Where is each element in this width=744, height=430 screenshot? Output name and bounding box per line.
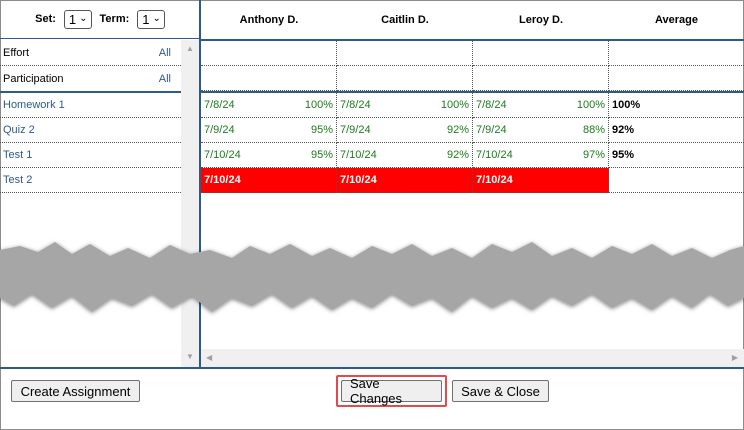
assignment-label: Test 1 — [3, 149, 33, 161]
create-assignment-button[interactable]: Create Assignment — [11, 380, 140, 402]
category-cell[interactable] — [337, 66, 473, 91]
category-cell[interactable] — [473, 66, 609, 91]
left-panel-divider — [199, 0, 201, 368]
category-cell[interactable] — [201, 66, 337, 91]
term-label: Term: — [99, 13, 130, 25]
horizontal-scrollbar[interactable]: ◀ ▶ — [201, 349, 744, 367]
category-all-link[interactable]: All — [158, 46, 171, 59]
category-divider — [0, 91, 744, 93]
category-row-effort: Effort All — [0, 40, 181, 66]
grade-date: 7/8/24 — [476, 99, 507, 111]
grade-percent: 95% — [310, 149, 333, 161]
category-average-cell — [609, 40, 744, 66]
scroll-down-arrow-icon[interactable]: ▼ — [186, 352, 194, 361]
term-value: 1 — [142, 11, 150, 27]
average-cell — [609, 168, 744, 193]
save-changes-button[interactable]: Save Changes — [341, 376, 442, 406]
grade-cell[interactable]: 7/9/24 88% — [473, 118, 609, 143]
column-header-student[interactable]: Anthony D. — [239, 13, 299, 26]
category-row-participation: Participation All — [0, 66, 181, 92]
chevron-down-icon: ⌄ — [79, 13, 88, 24]
column-header-student[interactable]: Caitlin D. — [381, 13, 429, 26]
average-cell: 95% — [609, 143, 744, 168]
grade-percent: 100% — [304, 99, 333, 111]
assignment-link-test-2[interactable]: Test 2 — [0, 168, 181, 193]
grade-cell[interactable]: 7/9/24 92% — [337, 118, 473, 143]
average-value: 100% — [612, 99, 641, 111]
grade-cell-missing[interactable]: 7/10/24 — [473, 168, 609, 193]
category-label: Effort — [3, 46, 30, 59]
grade-percent: 100% — [440, 99, 469, 111]
column-header-student[interactable]: Leroy D. — [518, 13, 563, 26]
grade-date: 7/10/24 — [476, 174, 513, 186]
set-value: 1 — [68, 11, 77, 27]
save-and-close-button[interactable]: Save & Close — [452, 380, 549, 402]
set-label: Set: — [35, 13, 56, 25]
category-all-link[interactable]: All — [158, 72, 171, 85]
term-select[interactable]: 1 ⌄ — [137, 9, 165, 29]
grade-cell[interactable]: 7/8/24 100% — [337, 93, 473, 118]
grade-date: 7/10/24 — [204, 174, 241, 186]
footer-divider — [0, 367, 744, 369]
torn-edge-graphic — [0, 242, 744, 312]
grade-date: 7/10/24 — [340, 174, 377, 186]
grade-date: 7/8/24 — [340, 99, 371, 111]
highlight-box — [336, 375, 447, 407]
grade-cell[interactable]: 7/10/24 97% — [473, 143, 609, 168]
grade-cell-missing[interactable]: 7/10/24 — [337, 168, 473, 193]
grade-cell[interactable]: 7/10/24 92% — [337, 143, 473, 168]
grade-percent: 88% — [582, 124, 605, 136]
grade-percent: 92% — [446, 124, 469, 136]
grade-percent: 95% — [310, 124, 333, 136]
grade-date: 7/10/24 — [340, 149, 377, 161]
average-value: 95% — [612, 149, 635, 161]
category-cell[interactable] — [201, 40, 337, 66]
assignment-link-test-1[interactable]: Test 1 — [0, 143, 181, 168]
category-cell[interactable] — [337, 40, 473, 66]
grade-percent: 92% — [446, 149, 469, 161]
grade-date: 7/9/24 — [204, 124, 235, 136]
header-divider — [201, 39, 744, 41]
assignment-label: Test 2 — [3, 174, 33, 186]
assignment-label: Quiz 2 — [3, 124, 35, 136]
grade-date: 7/9/24 — [476, 124, 507, 136]
grade-date: 7/8/24 — [204, 99, 235, 111]
average-cell: 92% — [609, 118, 744, 143]
grade-percent: 100% — [576, 99, 605, 111]
category-cell[interactable] — [473, 40, 609, 66]
grade-percent: 97% — [582, 149, 605, 161]
grade-cell[interactable]: 7/8/24 100% — [201, 93, 337, 118]
grade-cell[interactable]: 7/10/24 95% — [201, 143, 337, 168]
grade-date: 7/10/24 — [204, 149, 241, 161]
assignment-label: Homework 1 — [3, 99, 65, 111]
scroll-left-arrow-icon[interactable]: ◀ — [206, 353, 213, 362]
assignment-link-homework-1[interactable]: Homework 1 — [0, 93, 181, 118]
chevron-down-icon: ⌄ — [152, 13, 161, 24]
category-average-cell — [609, 66, 744, 91]
assignment-link-quiz-2[interactable]: Quiz 2 — [0, 118, 181, 143]
grade-cell-missing[interactable]: 7/10/24 — [201, 168, 337, 193]
category-label: Participation — [3, 72, 64, 85]
average-cell: 100% — [609, 93, 744, 118]
set-select[interactable]: 1 ⌄ — [63, 9, 92, 29]
grade-cell[interactable]: 7/9/24 95% — [201, 118, 337, 143]
selector-bar: Set: 1 ⌄ Term: 1 ⌄ — [0, 0, 200, 39]
grade-date: 7/9/24 — [340, 124, 371, 136]
average-value: 92% — [612, 124, 635, 136]
column-header-average: Average — [654, 13, 698, 26]
scroll-up-arrow-icon[interactable]: ▲ — [186, 44, 194, 53]
grade-cell[interactable]: 7/8/24 100% — [473, 93, 609, 118]
grade-date: 7/10/24 — [476, 149, 513, 161]
scroll-right-arrow-icon[interactable]: ▶ — [731, 353, 738, 362]
